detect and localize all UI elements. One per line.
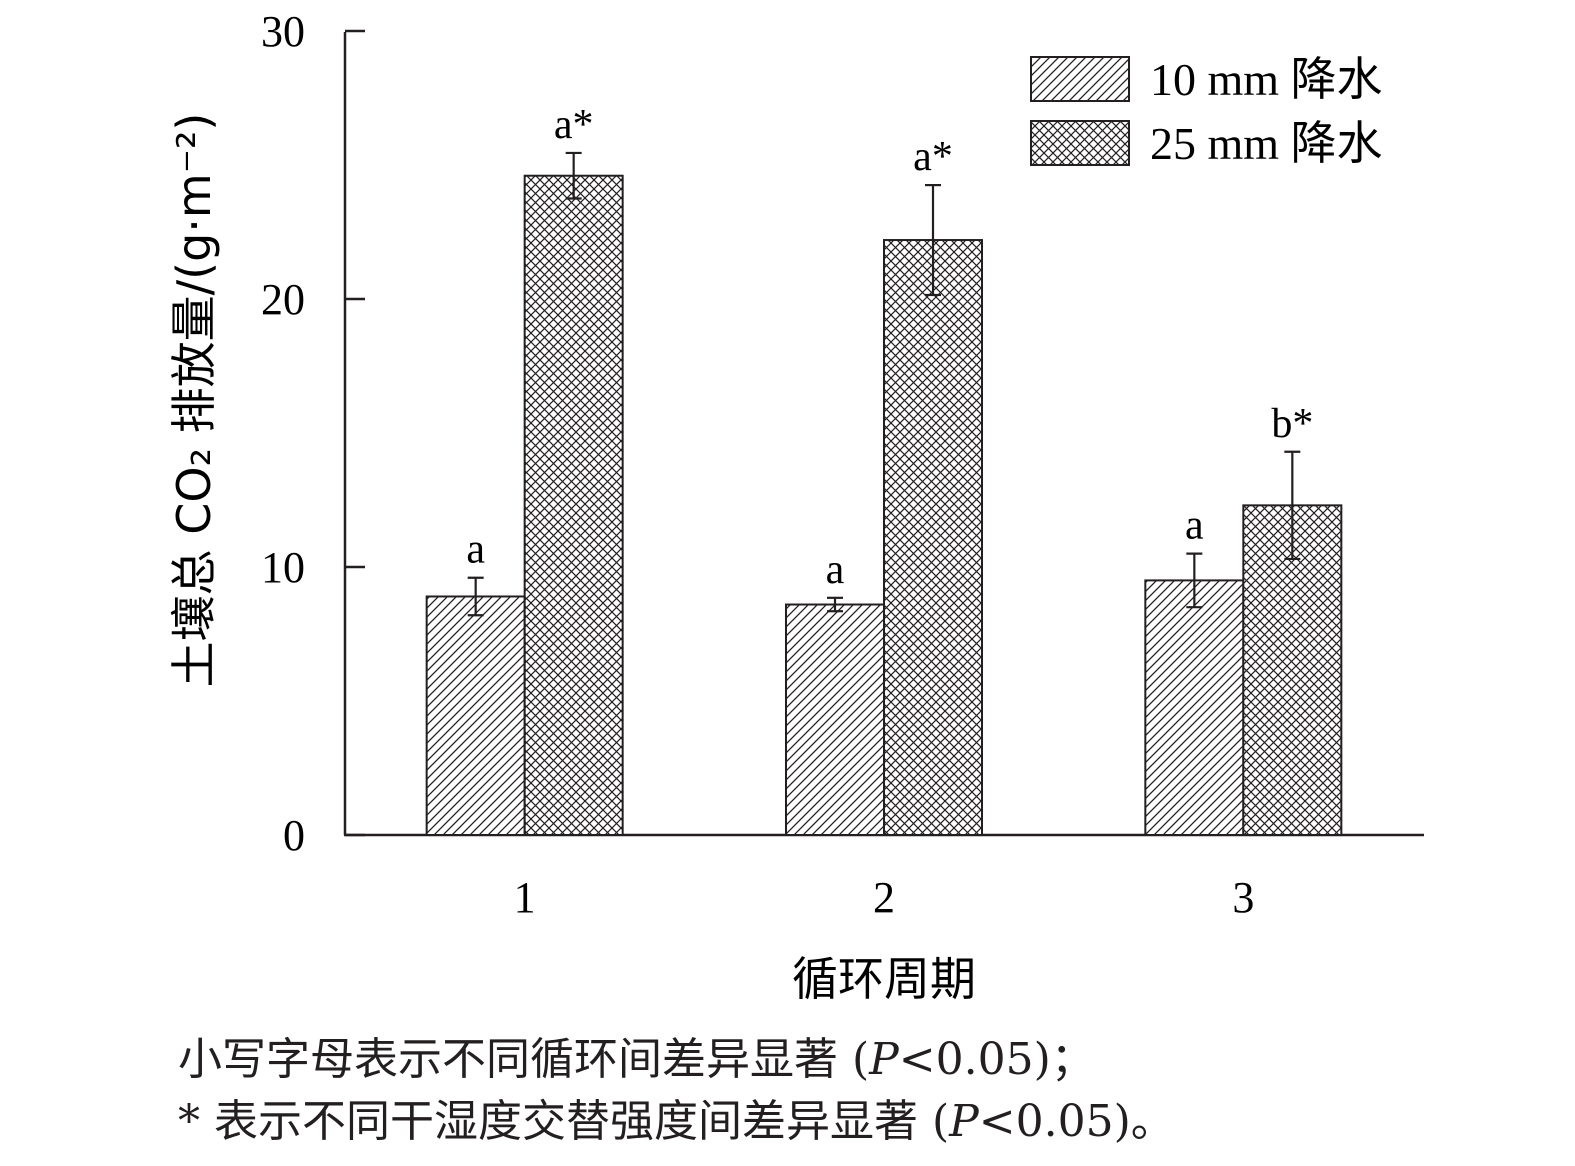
- error-bar: [925, 184, 941, 297]
- footnote-1-p: P: [869, 1034, 899, 1085]
- bar-10mm-cycle-3: [1144, 579, 1245, 837]
- x-ticks: 1 2 3: [514, 873, 1255, 922]
- significance-label: a*: [913, 134, 953, 180]
- y-tick-label: 20: [261, 275, 305, 324]
- significance-labels: a a* a a* a b*: [466, 102, 1313, 593]
- y-ticks: 0 10 20 30: [261, 7, 365, 860]
- x-tick-label: 2: [873, 873, 895, 922]
- bar-10mm-cycle-1: [425, 595, 526, 836]
- footnote-2-end: <0.05)。: [978, 1096, 1175, 1147]
- y-tick-label: 0: [283, 811, 305, 860]
- significance-label: b*: [1271, 401, 1313, 447]
- legend-swatch-25mm: [1030, 120, 1130, 166]
- footnote-line-2: * 表示不同干湿度交替强度间差异显著 (P<0.05)。: [178, 1092, 1175, 1152]
- footnote-2-text: * 表示不同干湿度交替强度间差异显著 (: [178, 1096, 950, 1147]
- bars: [425, 174, 1343, 837]
- bar-10mm-cycle-2: [785, 603, 885, 837]
- error-bar: [827, 596, 843, 613]
- bar-25mm-cycle-3: [1242, 504, 1343, 836]
- error-bar: [1186, 552, 1203, 609]
- y-tick-label: 10: [261, 543, 305, 592]
- footnote-1-end: <0.05)；: [898, 1034, 1095, 1085]
- significance-label: a: [826, 547, 845, 593]
- legend: 10 mm 降水 25 mm 降水: [1030, 54, 1383, 169]
- x-tick-label: 1: [514, 873, 536, 922]
- footnote-2-p: P: [949, 1096, 979, 1147]
- x-axis-title: 循环周期: [792, 952, 976, 1006]
- y-tick-label: 30: [261, 7, 305, 56]
- significance-label: a: [466, 527, 485, 573]
- footnote-1-text: 小写字母表示不同循环间差异显著 (: [178, 1034, 870, 1085]
- significance-label: a*: [554, 102, 594, 148]
- error-bar: [1284, 450, 1301, 561]
- error-bars: [467, 151, 1301, 617]
- x-tick-label: 3: [1232, 873, 1254, 922]
- bar-25mm-cycle-1: [523, 174, 624, 837]
- bar-25mm-cycle-2: [883, 239, 983, 837]
- legend-label-25mm: 25 mm 降水: [1150, 118, 1383, 169]
- footnote-line-1: 小写字母表示不同循环间差异显著 (P<0.05)；: [178, 1030, 1095, 1090]
- error-bar: [467, 576, 484, 617]
- legend-label-10mm: 10 mm 降水: [1150, 54, 1383, 105]
- y-axis-title: 土壤总 CO₂ 排放量/(g·m⁻²): [167, 113, 221, 688]
- legend-swatch-10mm: [1030, 56, 1130, 102]
- significance-label: a: [1185, 503, 1204, 549]
- error-bar: [565, 151, 582, 200]
